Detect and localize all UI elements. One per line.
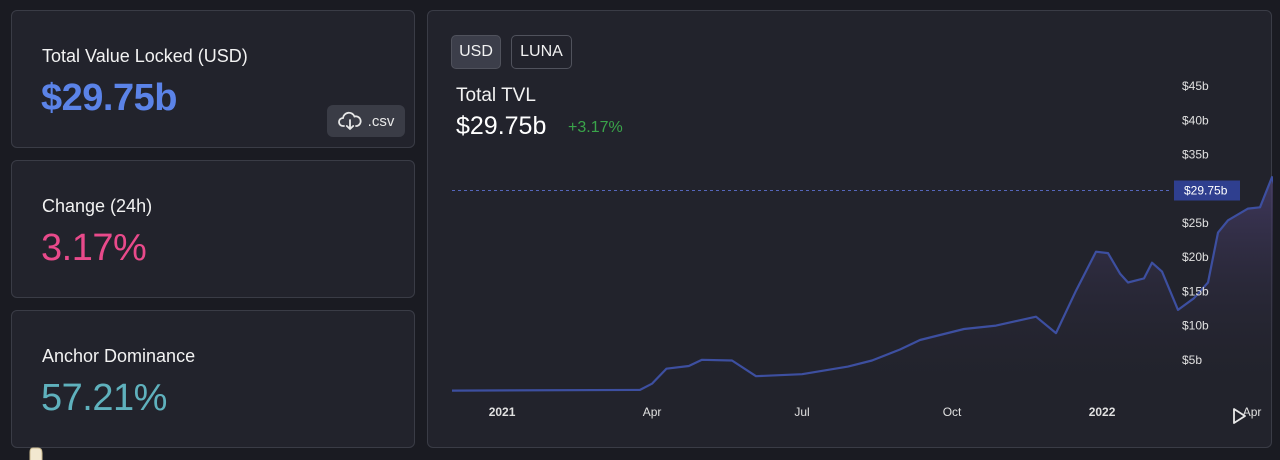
y-tick-label: $25b [1182,216,1209,230]
y-tick-label: $20b [1182,250,1209,264]
current-value-label: $29.75b [1184,184,1228,198]
y-tick-label: $35b [1182,148,1209,162]
change-value: 3.17% [41,227,147,269]
y-tick-label: $45b [1182,79,1209,93]
tvl-chart[interactable]: $5b$10b$15b$20b$25b$30b$35b$40b$45b 2021… [428,11,1273,449]
chart-current-value: $29.75b [456,112,547,140]
cloud-download-icon [337,111,362,130]
x-tick-label: Jul [794,405,809,419]
y-tick-label: $10b [1182,319,1209,333]
y-tick-label: $40b [1182,113,1209,127]
dominance-card: Anchor Dominance 57.21% [11,310,415,448]
chart-title: Total TVL [456,85,536,106]
tvl-area [452,177,1273,395]
x-tick-label: Apr [643,405,662,419]
download-csv-button[interactable]: .csv [327,105,405,137]
x-tick-label: 2022 [1089,405,1116,419]
dominance-value: 57.21% [41,377,167,419]
x-tick-label: Apr [1243,405,1262,419]
y-tick-label: $15b [1182,284,1209,298]
change-card: Change (24h) 3.17% [11,160,415,298]
dominance-label: Anchor Dominance [42,346,196,366]
toggle-luna[interactable]: LUNA [511,35,572,69]
csv-label: .csv [367,112,395,130]
toggle-usd[interactable]: USD [451,35,501,69]
current-value-marker [1174,180,1240,201]
tvl-line [451,176,1273,392]
tvl-chart-card: USD LUNA Total TVL $29.75b +3.17% $5b $10… [427,10,1273,449]
change-label: Change (24h) [42,196,153,216]
chart-change: +3.17% [568,119,623,136]
x-tick-label: Oct [943,405,962,419]
hand-cursor-icon [29,447,43,460]
play-icon[interactable] [1228,405,1250,427]
tvl-card: Total Value Locked (USD) $29.75b .csv [11,10,415,148]
tvl-label: Total Value Locked (USD) [42,46,248,66]
y-tick-label: $5b [1182,353,1202,367]
x-tick-label: 2021 [489,405,516,419]
tvl-value: $29.75b [41,77,177,119]
